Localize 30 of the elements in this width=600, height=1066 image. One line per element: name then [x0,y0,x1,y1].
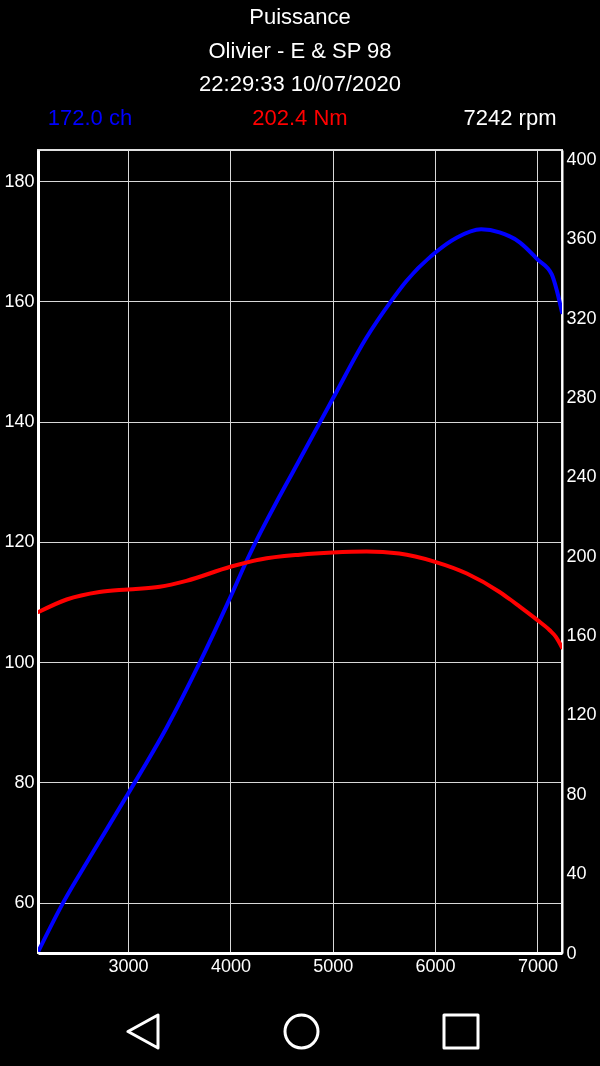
chart-title: Puissance [248,3,352,31]
line-series [38,549,562,650]
y2-tick-label: 0 [566,942,577,963]
y-tick-label: 160 [4,290,35,311]
x-tick-label: 3000 [108,955,149,976]
x-tick-label: 5000 [313,955,354,976]
text: 7242 rpm [462,104,558,132]
y2-tick-label: 400 [566,149,597,170]
x-tick-label: 4000 [210,955,251,976]
y2-tick-label: 200 [566,545,597,566]
y-tick-label: 100 [4,651,35,672]
y2-tick-label: 80 [566,783,587,804]
y-tick-label: 140 [4,411,35,432]
y-tick-label: 120 [4,531,35,552]
y2-tick-label: 240 [566,466,597,487]
y-tick-label: 60 [14,892,35,913]
y2-tick-label: 160 [566,625,597,646]
y-tick-label: 180 [4,170,35,191]
y-tick-label: 80 [14,771,35,792]
x-tick-label: 7000 [517,955,558,976]
chart-subtitle: Olivier - E & SP 98 [207,37,393,65]
x-tick-label: 6000 [415,955,456,976]
text: 202.4 Nm [251,104,349,132]
y2-tick-label: 40 [566,863,587,884]
y2-tick-label: 280 [566,387,597,408]
text: 172.0 ch [46,104,134,132]
text: 22:29:33 10/07/2020 [198,70,402,98]
y2-tick-label: 120 [566,704,597,725]
y2-tick-label: 360 [566,228,597,249]
y2-tick-label: 320 [566,307,597,328]
